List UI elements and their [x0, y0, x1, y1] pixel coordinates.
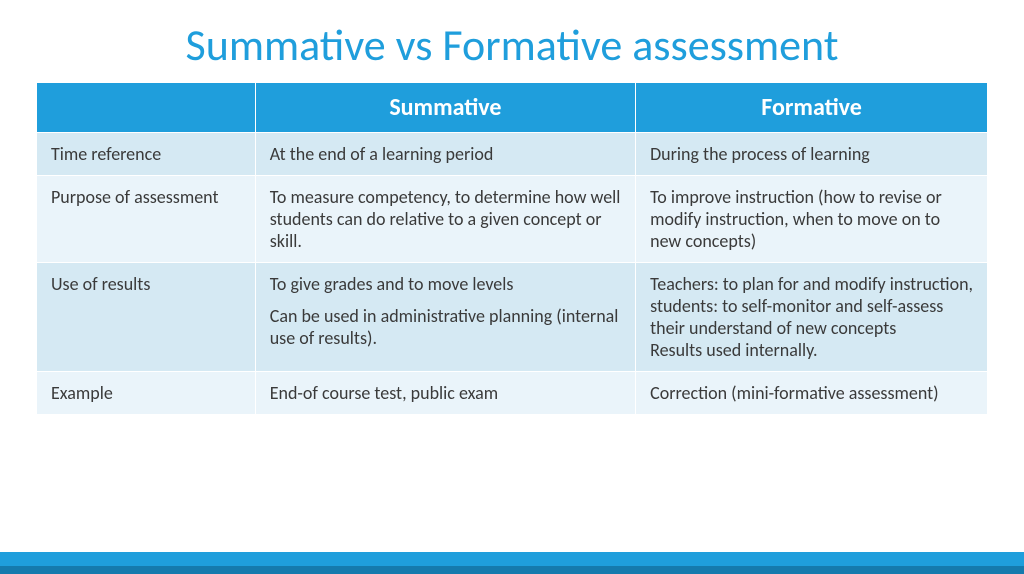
table-row: Purpose of assessment To measure compete… [37, 176, 988, 263]
cell-summative: End-of course test, public exam [255, 372, 635, 415]
header-formative: Formative [636, 83, 988, 133]
cell-summative: At the end of a learning period [255, 133, 635, 176]
row-label: Example [37, 372, 256, 415]
footer-accent-bottom [0, 566, 1024, 574]
row-label: Use of results [37, 263, 256, 372]
comparison-table: Summative Formative Time reference At th… [36, 82, 988, 415]
spacer [270, 295, 621, 305]
table-row: Use of results To give grades and to mov… [37, 263, 988, 372]
footer-accent-top [0, 552, 1024, 566]
header-blank [37, 83, 256, 133]
header-summative: Summative [255, 83, 635, 133]
footer-accent [0, 552, 1024, 574]
row-label: Purpose of assessment [37, 176, 256, 263]
comparison-table-wrap: Summative Formative Time reference At th… [0, 82, 1024, 415]
row-label: Time reference [37, 133, 256, 176]
cell-formative: Teachers: to plan for and modify instruc… [636, 263, 988, 372]
cell-summative: To give grades and to move levels Can be… [255, 263, 635, 372]
cell-line: Can be used in administrative planning (… [270, 305, 621, 349]
cell-formative: During the process of learning [636, 133, 988, 176]
cell-formative: To improve instruction (how to revise or… [636, 176, 988, 263]
cell-summative: To measure competency, to determine how … [255, 176, 635, 263]
cell-line: To give grades and to move levels [270, 273, 621, 295]
table-header-row: Summative Formative [37, 83, 988, 133]
table-row: Time reference At the end of a learning … [37, 133, 988, 176]
page-title: Summative vs Formative assessment [0, 0, 1024, 82]
table-row: Example End-of course test, public exam … [37, 372, 988, 415]
cell-formative: Correction (mini-formative assessment) [636, 372, 988, 415]
